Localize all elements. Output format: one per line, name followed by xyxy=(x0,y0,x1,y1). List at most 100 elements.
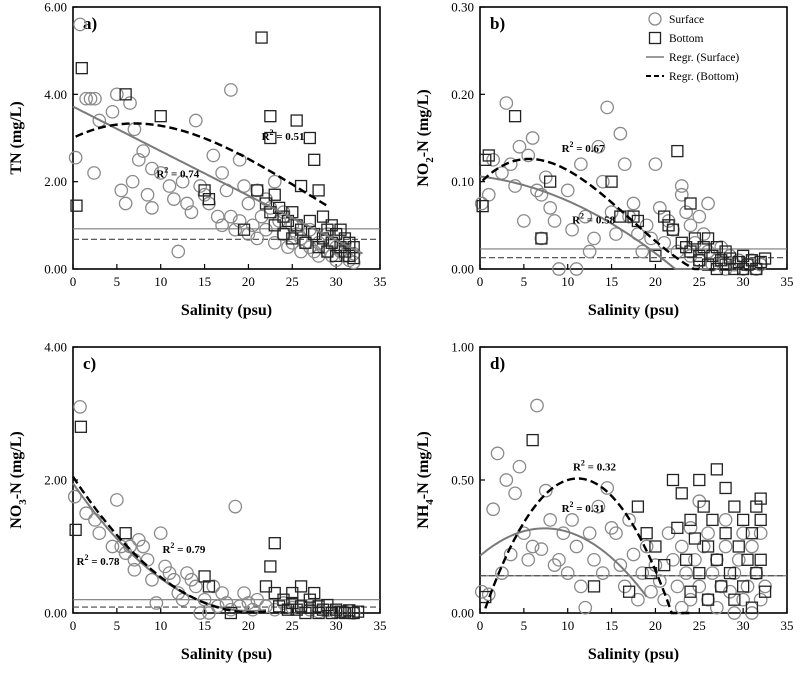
r2-label-surface-superscript: 2 xyxy=(84,553,88,562)
bottom-point xyxy=(264,131,277,145)
surface-point xyxy=(543,513,558,527)
bottom-point xyxy=(264,560,277,573)
x-tick-label: 30 xyxy=(330,618,343,633)
surface-point xyxy=(670,579,685,594)
bottom-point xyxy=(343,604,356,617)
y-axis-label-subscript: 4 xyxy=(424,499,436,505)
bottom-point xyxy=(754,492,767,505)
y-tick-label: 0.00 xyxy=(451,606,474,621)
surface-point xyxy=(114,183,129,198)
surface-point xyxy=(517,214,531,228)
x-tick-label: 35 xyxy=(781,618,794,633)
x-tick-label: 20 xyxy=(242,618,255,633)
bottom-point xyxy=(290,603,303,616)
y-axis-label-main: NO xyxy=(415,163,432,187)
r2-label-bottom: R2 = 0.32 xyxy=(573,459,616,474)
surface-point xyxy=(272,214,286,228)
surface-point xyxy=(228,499,243,514)
r2-label-surface-value: = 0.74 xyxy=(168,168,200,180)
surface-point xyxy=(534,231,549,246)
surface-point xyxy=(569,539,584,554)
panel-4: 0 5 10 15 20 25 30 35 0.00 0.50 1.00 Salinity (psu)… xyxy=(415,340,794,664)
surface-point xyxy=(574,579,588,594)
bottom-point xyxy=(268,188,281,201)
surface-point xyxy=(490,446,505,461)
bottom-point xyxy=(74,420,88,433)
surface-point xyxy=(705,566,720,580)
bottom-point xyxy=(321,598,334,612)
surface-point xyxy=(705,257,720,272)
surface-point xyxy=(197,187,212,202)
bottom-point xyxy=(710,553,723,566)
surface-point xyxy=(644,584,658,599)
surface-point xyxy=(753,592,768,607)
y-axis-label: TN (mg/L) xyxy=(8,101,25,174)
r2-label-bottom-superscript: 2 xyxy=(170,541,174,550)
legend-regr-bottom-label: Regr. (Bottom) xyxy=(669,71,739,83)
surface-point xyxy=(626,547,641,562)
surface-point xyxy=(578,209,593,224)
bottom-point xyxy=(715,254,728,267)
surface-point xyxy=(499,473,514,487)
surface-point xyxy=(276,596,291,610)
surface-point xyxy=(267,174,282,189)
surface-point xyxy=(250,183,265,198)
x-tick-label: 30 xyxy=(737,618,750,633)
surface-point xyxy=(281,240,295,255)
surface-point xyxy=(591,139,606,154)
surface-point xyxy=(338,235,352,250)
r2-label-surface: R2 = 0.74 xyxy=(156,165,199,180)
y-axis-label-subscript: 2 xyxy=(424,157,436,163)
surface-point xyxy=(167,192,181,206)
surface-point xyxy=(289,227,304,241)
bottom-point xyxy=(479,590,492,604)
bottom-point xyxy=(264,110,277,123)
surface-point xyxy=(346,246,361,261)
surface-point xyxy=(294,231,308,246)
surface-point xyxy=(569,262,584,276)
surface-point xyxy=(311,249,326,263)
legend-regr-surface-label: Regr. (Surface) xyxy=(669,52,739,64)
bottom-point xyxy=(286,232,299,245)
regression-line-surface xyxy=(72,105,363,255)
surface-point xyxy=(241,596,256,610)
surface-point xyxy=(329,253,343,268)
x-tick-label: 20 xyxy=(649,618,662,633)
bottom-point xyxy=(299,236,312,249)
x-axis-label: Salinity (psu) xyxy=(181,302,272,319)
plot-frame xyxy=(479,6,788,270)
x-tick-label: 0 xyxy=(70,274,77,289)
surface-point xyxy=(709,253,724,268)
bottom-point xyxy=(294,223,308,236)
bottom-point xyxy=(316,210,330,223)
surface-point xyxy=(202,606,216,620)
y-axis-label-main: TN xyxy=(8,152,25,175)
surface-point xyxy=(210,209,225,224)
bottom-point xyxy=(338,245,352,258)
surface-point xyxy=(67,489,82,504)
bottom-point xyxy=(303,131,316,145)
surface-point xyxy=(709,552,724,567)
surface-point xyxy=(635,566,650,580)
surface-point xyxy=(644,231,658,246)
bottom-point xyxy=(286,596,299,610)
surface-point xyxy=(538,170,553,185)
surface-point xyxy=(184,205,199,220)
surface-point xyxy=(294,599,308,614)
x-tick-label: 5 xyxy=(521,618,528,633)
y-axis-label: NH4-N (mg/L) xyxy=(415,431,436,528)
surface-point xyxy=(609,526,623,541)
surface-point xyxy=(302,240,317,255)
bottom-point xyxy=(732,540,745,553)
bottom-point xyxy=(728,593,741,606)
r2-label-surface-superscript: 2 xyxy=(164,165,168,174)
legend-bottom-label: Bottom xyxy=(669,33,704,45)
surface-point xyxy=(73,17,87,32)
surface-point xyxy=(486,152,501,167)
surface-point xyxy=(736,592,750,607)
surface-point xyxy=(613,558,628,572)
bottom-point xyxy=(255,31,268,44)
surface-point xyxy=(193,179,208,193)
surface-point xyxy=(123,96,137,110)
